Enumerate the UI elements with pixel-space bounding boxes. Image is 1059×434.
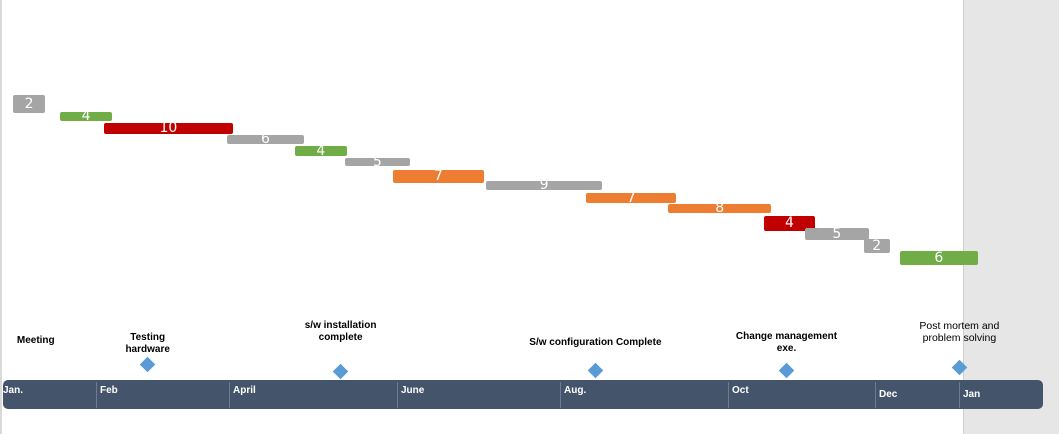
gantt-bar: 10 <box>104 121 233 135</box>
gantt-bar: 6 <box>900 250 978 265</box>
timeline-divider <box>959 382 960 408</box>
gantt-bar: 2 <box>13 95 46 113</box>
timeline-divider <box>397 382 398 408</box>
milestone-label: Post mortem and problem solving <box>919 320 1000 344</box>
timeline-tick-label: June <box>401 385 425 396</box>
timeline-divider <box>560 382 561 408</box>
timeline-tick-label: April <box>233 385 256 396</box>
gantt-bar: 7 <box>586 191 677 205</box>
milestone-label: Meeting <box>16 335 55 346</box>
timeline-tick-label: Dec <box>879 389 898 400</box>
gantt-bar: 7 <box>393 169 484 183</box>
timeline-tick-label: Feb <box>100 385 118 396</box>
gantt-bar: 4 <box>763 216 816 231</box>
milestone-label: Testing hardware <box>125 332 170 355</box>
gantt-bar: 8 <box>668 201 772 215</box>
gantt-bar: 5 <box>345 155 410 169</box>
next-year-shaded-region <box>963 0 1059 434</box>
milestone-diamond-icon <box>332 363 349 380</box>
timeline-tick-label: Jan <box>963 389 981 400</box>
timeline-tick-label: Jan. <box>3 385 24 396</box>
timeline-divider <box>96 382 97 408</box>
milestone-label: Change management exe. <box>735 331 838 354</box>
left-border <box>0 0 2 434</box>
timeline-divider <box>875 382 876 408</box>
gantt-bar: 9 <box>486 178 603 192</box>
milestone-diamond-icon <box>587 362 604 379</box>
milestone-diamond-icon <box>139 356 156 373</box>
gantt-bar: 2 <box>863 239 890 254</box>
milestone-label: S/w configuration Complete <box>529 337 662 348</box>
milestone-diamond-icon <box>778 362 795 379</box>
timeline-divider <box>229 382 230 408</box>
timeline-tick-label: Aug. <box>564 385 587 396</box>
timeline-axis: Jan. Feb April June Aug. Oct Dec Jan <box>3 380 1043 409</box>
milestone-label: s/w installation complete <box>304 320 377 343</box>
gantt-bar: 4 <box>60 109 112 123</box>
timeline-divider <box>728 382 729 408</box>
gantt-bar: 5 <box>804 227 870 241</box>
timeline-tick-label: Oct <box>732 385 749 396</box>
gantt-bar: 4 <box>295 144 347 158</box>
gantt-bar: 6 <box>226 132 305 146</box>
